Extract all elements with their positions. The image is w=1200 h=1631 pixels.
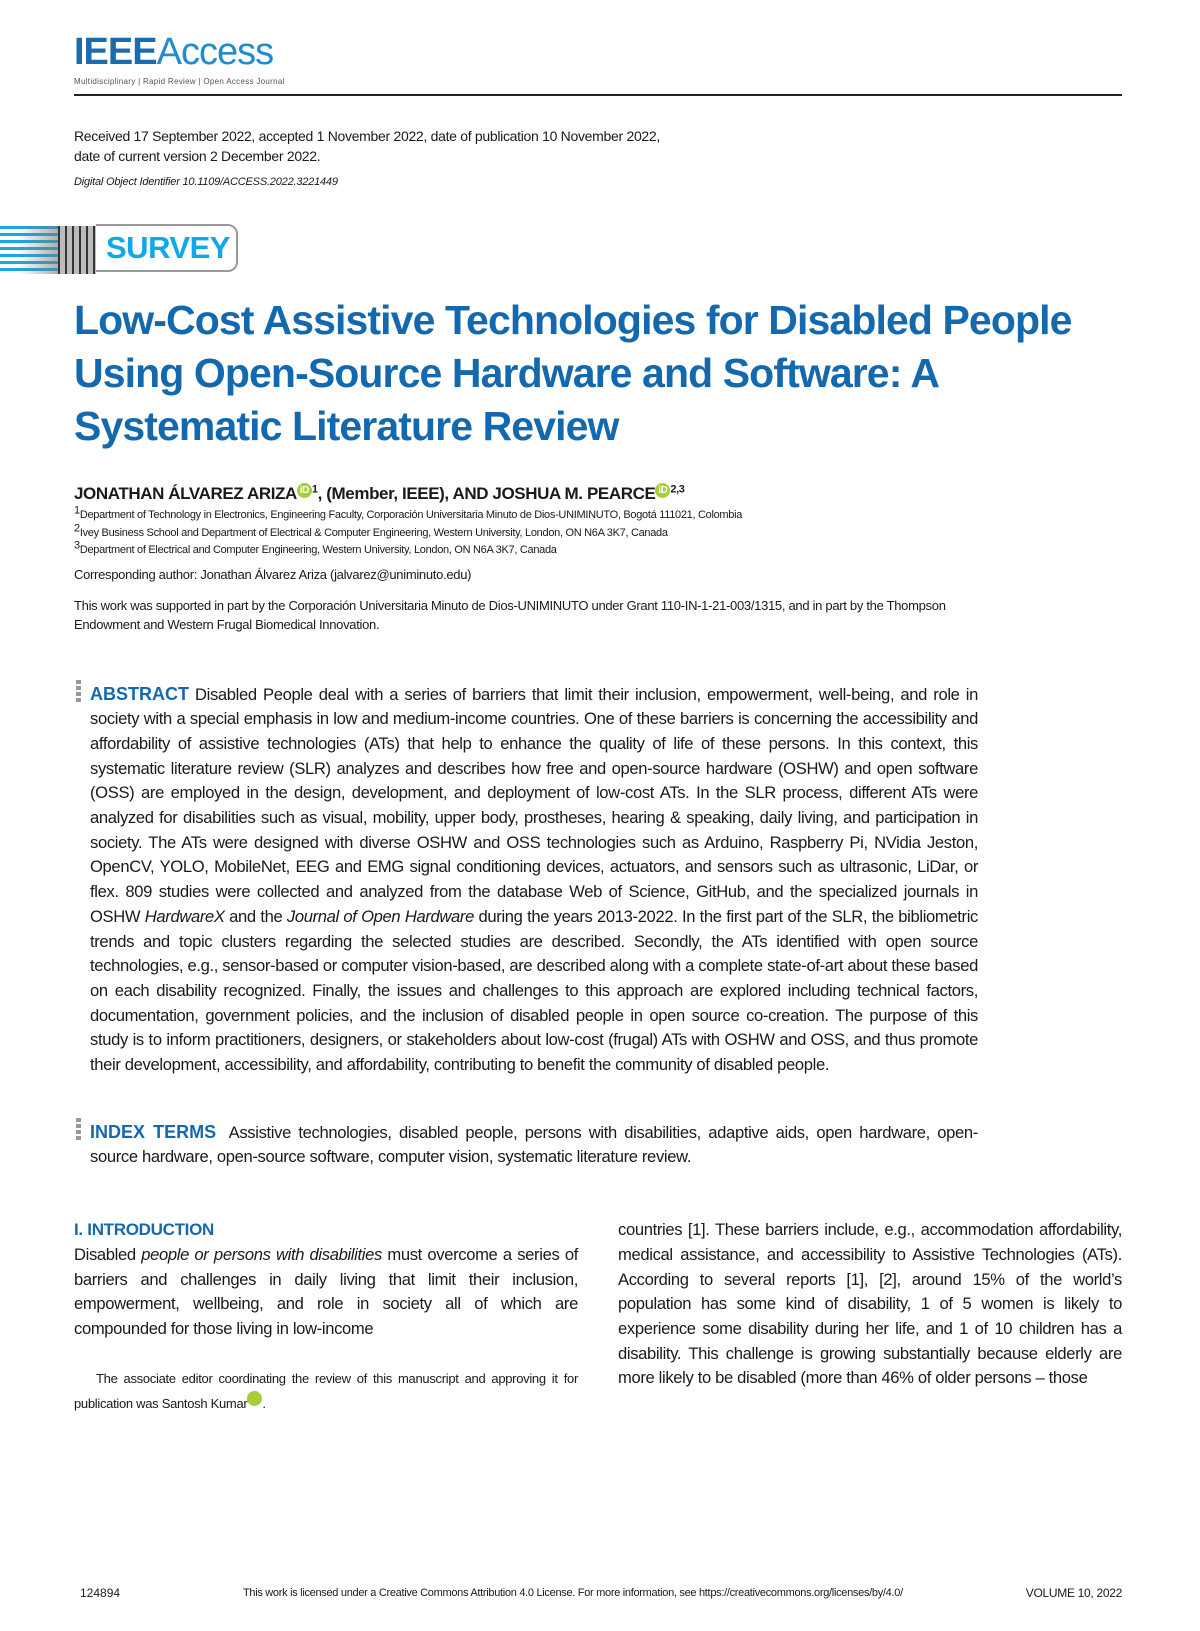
doi: Digital Object Identifier 10.1109/ACCESS…	[74, 176, 338, 188]
intro-left: I. INTRODUCTION Disabled people or perso…	[74, 1218, 578, 1416]
banner-stripes-icon	[0, 226, 58, 274]
survey-label: SURVEY	[96, 224, 238, 272]
intro-left-column: Disabled people or persons with disabili…	[74, 1243, 578, 1342]
introduction-heading: I. INTRODUCTION	[74, 1220, 214, 1240]
affil-text: Ivey Business School and Department of E…	[79, 526, 668, 539]
author-2-affil: 2,3	[670, 483, 685, 496]
affil-text: Department of Technology in Electronics,…	[79, 509, 743, 521]
abstract-text: and the	[224, 906, 287, 926]
received-line-1: Received 17 September 2022, accepted 1 N…	[74, 128, 660, 144]
survey-banner: SURVEY	[0, 224, 242, 276]
affil-text: Department of Electrical and Computer En…	[79, 544, 557, 556]
header-rule	[74, 94, 1122, 96]
author-1-affil: 1	[311, 483, 318, 496]
footnote-end: .	[262, 1395, 266, 1411]
section-marker-icon	[76, 1117, 81, 1142]
orcid-icon[interactable]: iD	[296, 483, 312, 498]
abstract-section: ABSTRACT Disabled People deal with a seri…	[76, 679, 978, 1078]
affiliation-3: 3Department of Electrical and Computer E…	[74, 539, 1122, 560]
editor-footnote: The associate editor coordinating the re…	[74, 1366, 578, 1416]
logo-tagline: Multidisciplinary | Rapid Review | Open …	[74, 77, 285, 86]
banner-bars-icon	[58, 226, 96, 274]
index-terms-section: INDEX TERMS Assistive technologies, disa…	[76, 1117, 978, 1170]
page-number: 124894	[80, 1586, 121, 1600]
affiliations: 1Department of Technology in Electronics…	[74, 504, 1122, 560]
affiliation-1: 1Department of Technology in Electronics…	[74, 504, 1122, 525]
abstract-text: during the years 2013-2022. In the first…	[90, 906, 979, 1075]
intro-italic: people or persons with disabilities	[141, 1244, 382, 1264]
abstract: ABSTRACT Disabled People deal with a seri…	[90, 682, 978, 1078]
section-marker-icon	[76, 679, 81, 704]
footnote-text: The associate editor coordinating the re…	[74, 1370, 578, 1411]
abstract-italic: Journal of Open Hardware	[286, 906, 474, 926]
license-note: This work is licensed under a Creative C…	[242, 1587, 903, 1599]
affil-number: 2	[74, 521, 80, 534]
abstract-text: Disabled People deal with a series of ba…	[90, 684, 978, 926]
corresponding-author: Corresponding author: Jonathan Álvarez A…	[74, 566, 472, 582]
affiliation-2: 2Ivey Business School and Department of …	[74, 521, 1122, 543]
abstract-label: ABSTRACT	[90, 683, 189, 704]
orcid-icon[interactable]: iD	[655, 483, 671, 498]
intro-text: must overcome a series of barriers and c…	[74, 1244, 578, 1338]
funding-note: This work was supported in part by the C…	[74, 597, 946, 632]
ieee-access-logo: IEEEAccess	[74, 31, 274, 73]
orcid-icon[interactable]: iD	[247, 1390, 279, 1406]
intro-text: Disabled	[74, 1244, 142, 1264]
introduction: I. INTRODUCTION Disabled people or perso…	[74, 1218, 1122, 1416]
received-dates: Received 17 September 2022, accepted 1 N…	[74, 126, 1122, 166]
abstract-italic: HardwareX	[144, 906, 225, 926]
intro-right-column: countries [1]. These barriers include, e…	[618, 1220, 1122, 1388]
index-terms-label: INDEX TERMS	[90, 1121, 217, 1142]
paper-title: Low-Cost Assistive Technologies for Disa…	[74, 297, 1072, 449]
index-terms: INDEX TERMS Assistive technologies, disa…	[90, 1120, 978, 1170]
page-footer: 124894 This work is licensed under a Cre…	[74, 1545, 1122, 1601]
affil-number: 1	[74, 504, 80, 517]
volume: VOLUME 10, 2022	[1025, 1586, 1123, 1600]
received-line-2: date of current version 2 December 2022.	[74, 148, 321, 164]
affil-number: 3	[74, 539, 80, 552]
authors: JONATHAN ÁLVAREZ ARIZA iD 1, (Member, IEEE…	[74, 483, 1122, 505]
author-2: , (Member, IEEE), AND JOSHUA M. PEARCE	[317, 484, 656, 503]
author-1: JONATHAN ÁLVAREZ ARIZA	[74, 484, 297, 503]
index-terms-text: Assistive technologies, disabled people,…	[90, 1122, 978, 1167]
